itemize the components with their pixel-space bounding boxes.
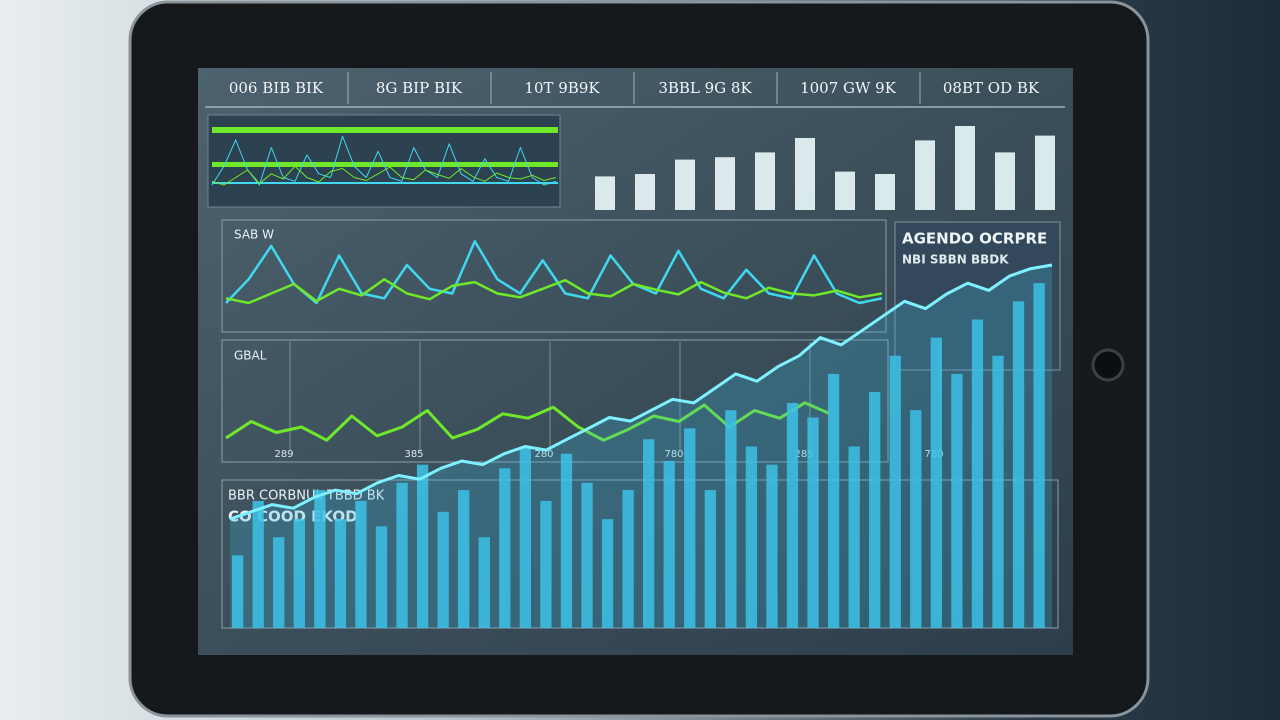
mini-wave-line (211, 165, 557, 186)
header-tab: 006 BIB BIK (229, 79, 324, 97)
bottom-bar (869, 392, 881, 628)
bottom-bar (375, 526, 388, 628)
bottom-bar (273, 537, 285, 628)
bottom-bar (684, 428, 696, 628)
bottom-bar (663, 461, 675, 628)
mini-wave-line (211, 135, 557, 186)
bottom-bar (499, 468, 511, 628)
stripe (212, 162, 558, 167)
stripe (212, 182, 558, 184)
bottom-bar (232, 555, 244, 628)
bottom-bar (951, 373, 963, 628)
bottom-bar (334, 519, 347, 628)
x-label: 289 (274, 449, 293, 460)
top-bar (795, 138, 815, 210)
side-subtitle: NBI SBBN BBDK (902, 253, 1009, 267)
bottom-bar (643, 439, 655, 628)
bottom-bar (560, 453, 573, 628)
bottom-line (229, 263, 1053, 521)
line-title: GBAL (234, 349, 267, 363)
x-label: 385 (404, 449, 423, 460)
wave-panel (221, 219, 887, 333)
top-bar (915, 140, 935, 210)
top-bar (995, 152, 1015, 210)
top-bar (955, 126, 975, 210)
wave-line (225, 278, 883, 305)
home-button[interactable] (1091, 348, 1125, 382)
bottom-bar (745, 446, 758, 628)
bottom-area (230, 265, 1052, 628)
header-tab: 10T 9B9K (524, 79, 600, 97)
bottom-bar (992, 355, 1004, 628)
side-title: AGENDO OCRPRE (902, 230, 1047, 248)
mini-stripes (212, 127, 558, 184)
x-label: 285 (794, 449, 813, 460)
bottom-bar (601, 519, 614, 628)
bottom-bar (314, 490, 326, 628)
top-bar (875, 174, 895, 210)
top-bar (755, 152, 775, 210)
bottom-bar (704, 490, 716, 628)
bottom-bar (930, 337, 943, 628)
bottom-bar (540, 500, 552, 628)
top-bar (595, 176, 615, 210)
bottom-bar (889, 355, 901, 628)
bottom-bar (293, 519, 305, 628)
header-tab: 3BBL 9G 8K (658, 79, 752, 97)
bottom-bar (458, 490, 470, 628)
bottom-bar (786, 402, 799, 628)
bottom-bar (807, 417, 819, 628)
bottom-bar (519, 446, 532, 628)
bottom-bar (437, 511, 449, 628)
header-tab: 8G BIP BIK (376, 79, 463, 97)
top-bar (1035, 135, 1055, 210)
bottom-bar (848, 446, 860, 628)
bottom-bar (971, 319, 984, 628)
bottom-bar (252, 500, 264, 628)
bottom-bar (1012, 301, 1025, 628)
header-tab: 1007 GW 9K (800, 79, 897, 97)
wave-title: SAB W (234, 228, 274, 242)
line-panel (221, 339, 889, 463)
x-label: 280 (534, 449, 553, 460)
stripe (212, 127, 558, 133)
wave-line (225, 240, 883, 305)
header-tab: 08BT OD BK (943, 79, 1040, 97)
bottom-panel (221, 479, 1059, 629)
top-bar (635, 174, 655, 210)
top-bar (835, 171, 855, 210)
x-label: 780 (664, 449, 683, 460)
top-bar (675, 159, 695, 210)
bottom-bar (725, 410, 737, 628)
bottom-bar (1033, 283, 1045, 628)
bottom-bar (355, 500, 367, 628)
top-bar (715, 157, 735, 210)
bottom-bar (622, 490, 634, 628)
bottom-bar (396, 482, 408, 628)
bottom-bar (827, 373, 840, 628)
bottom-bar (581, 482, 593, 628)
bottom-bar (910, 410, 922, 628)
bottom-bar (478, 537, 490, 628)
bottom-bar (416, 464, 429, 628)
bottom-bar (766, 464, 778, 628)
